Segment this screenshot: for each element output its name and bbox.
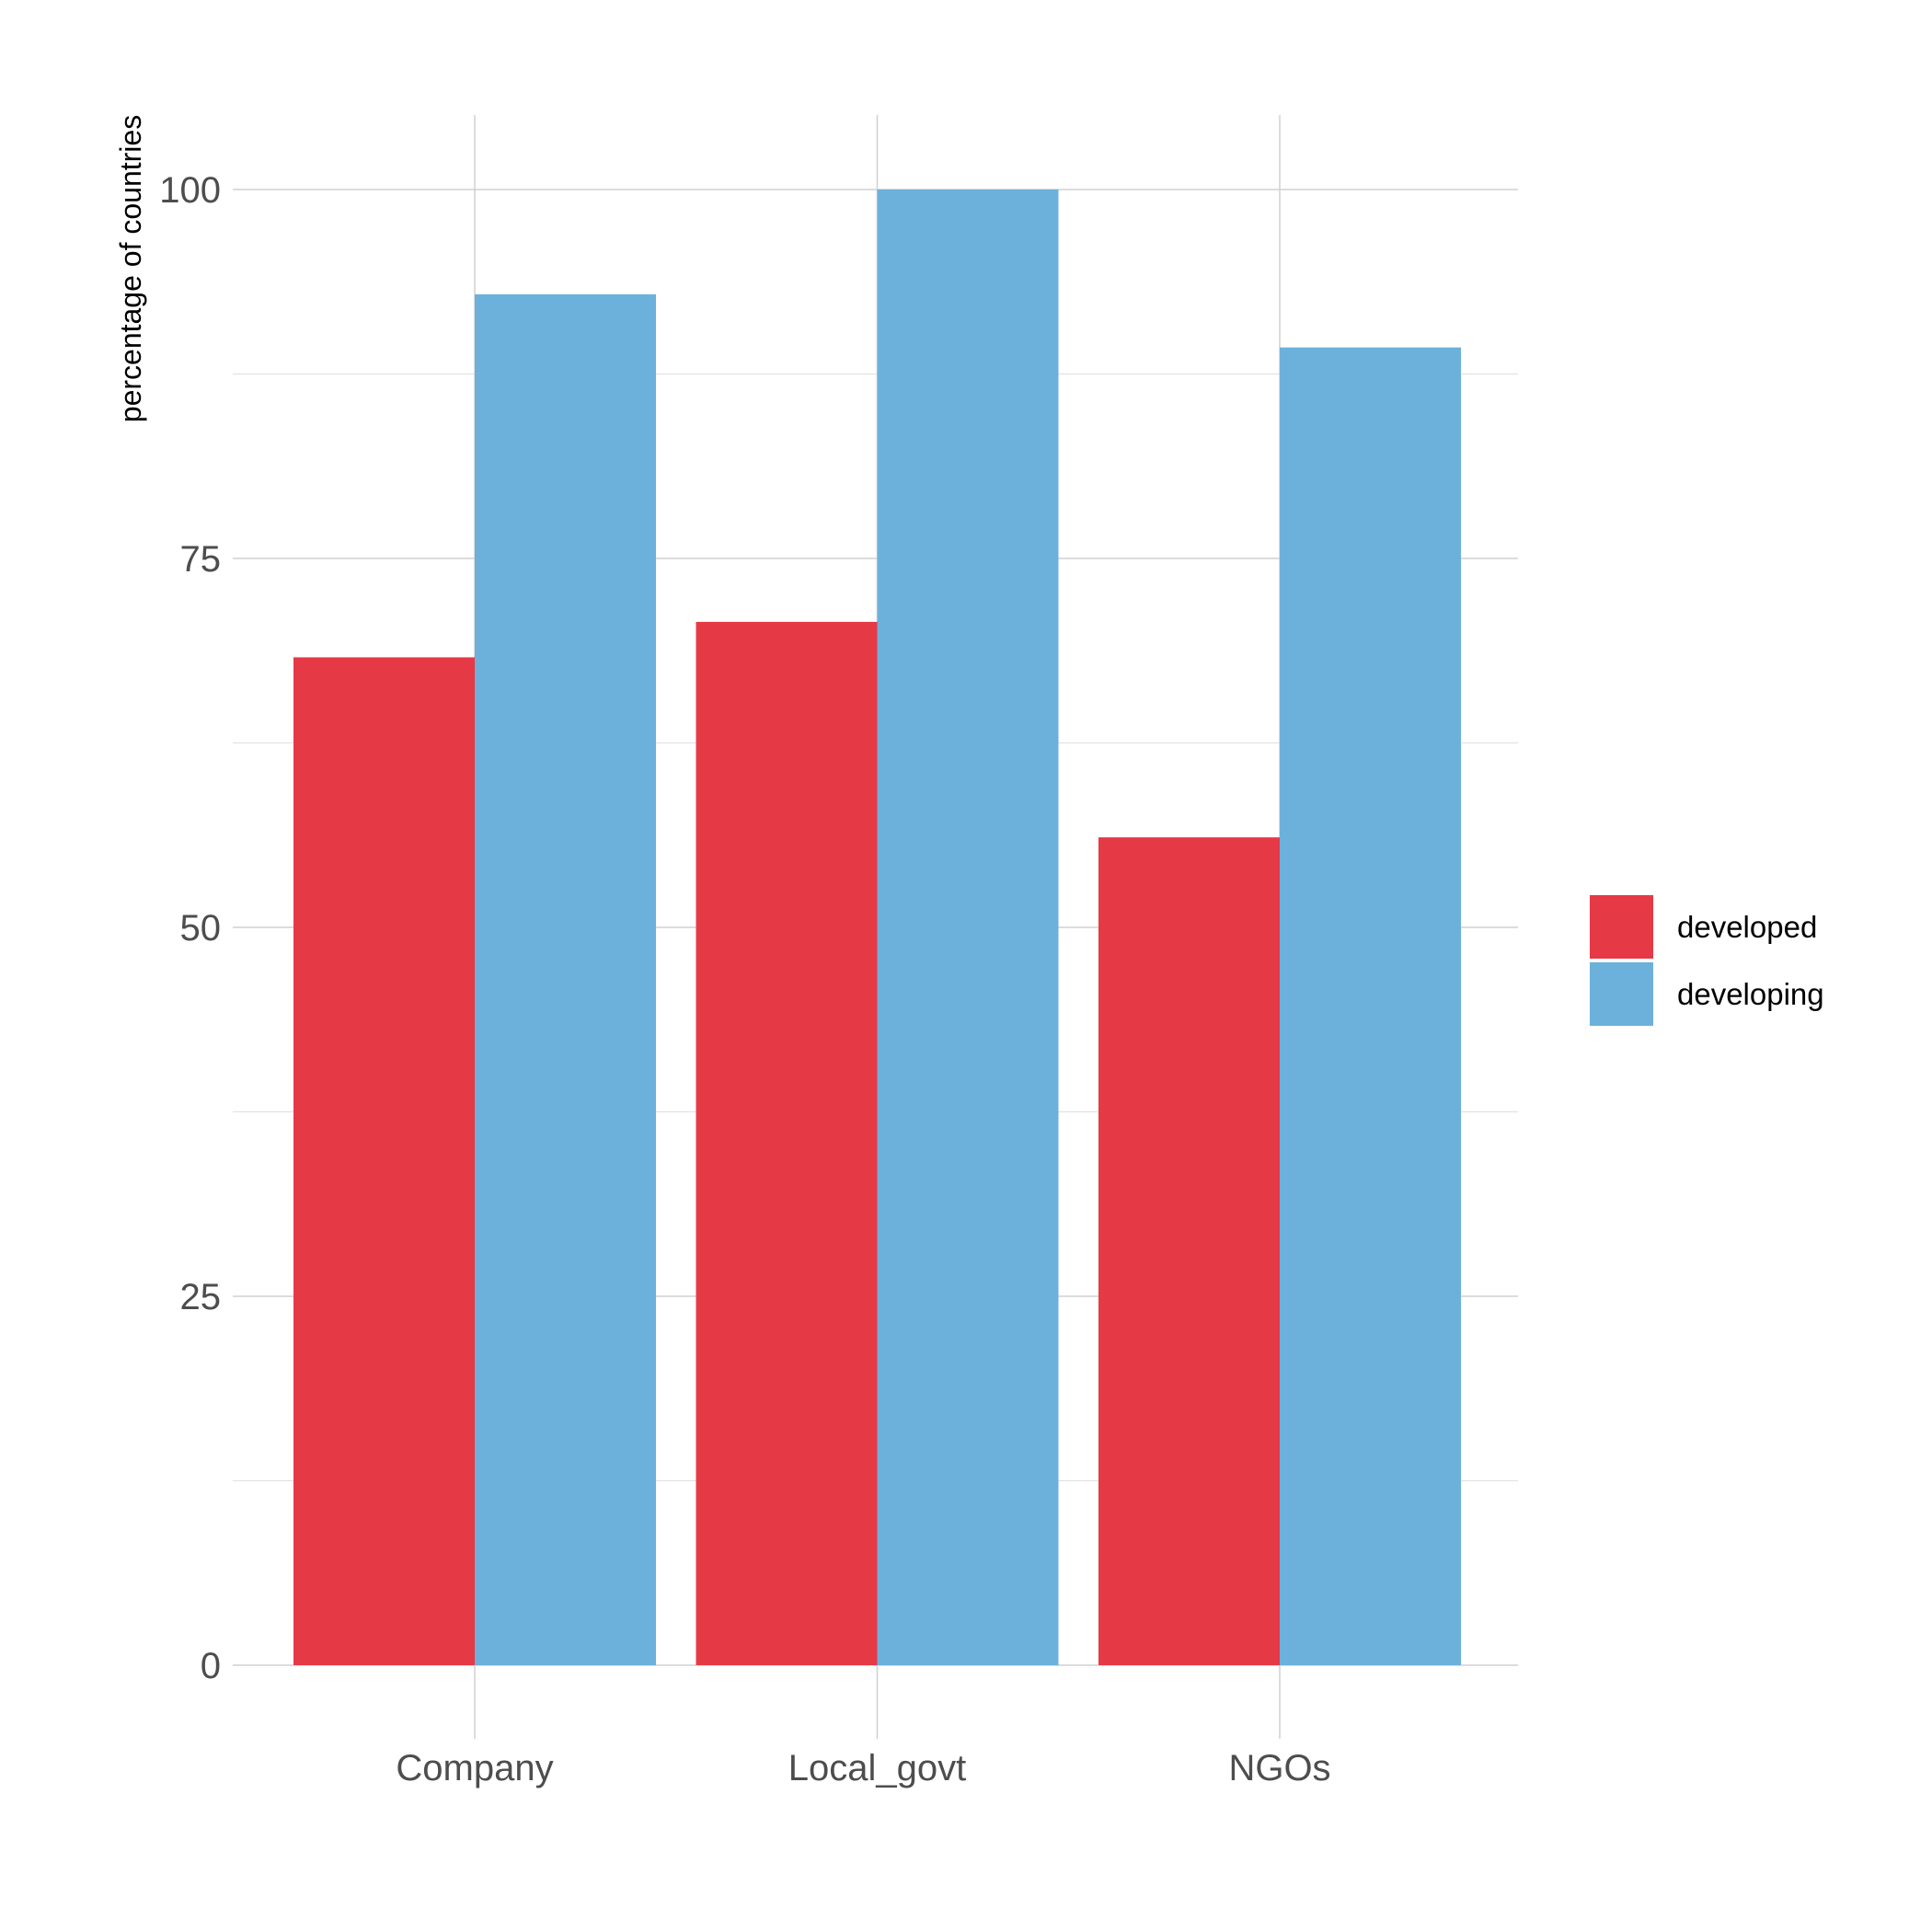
y-tick-label: 50 [180,908,222,949]
bar-developed-ngos [1098,837,1280,1665]
x-tick-label: NGOs [1228,1748,1330,1788]
x-tick-label: Local_govt [788,1748,966,1788]
bar-developing-ngos [1280,347,1461,1666]
legend-label-developed: developed [1677,910,1817,944]
bar-developing-company [475,293,656,1665]
y-axis-ticks: 0 25 50 75 100 [159,170,221,1686]
legend-swatch-developing [1590,962,1653,1026]
y-tick-label: 75 [180,539,222,580]
y-tick-label: 100 [159,170,221,211]
x-tick-label: Company [396,1748,553,1788]
y-tick-label: 25 [180,1277,222,1317]
legend-swatch-developed [1590,895,1653,959]
bar-developing-local_govt [877,190,1059,1665]
bar-developed-company [293,657,475,1665]
legend-label-developing: developing [1677,977,1824,1011]
bar-developed-local_govt [696,621,878,1666]
y-axis-label: percentage of countries [114,115,147,422]
x-axis-ticks: Company Local_govt NGOs [396,1748,1330,1788]
legend: developed developing [1590,895,1824,1026]
bars [293,190,1461,1666]
y-tick-label: 0 [201,1646,221,1686]
